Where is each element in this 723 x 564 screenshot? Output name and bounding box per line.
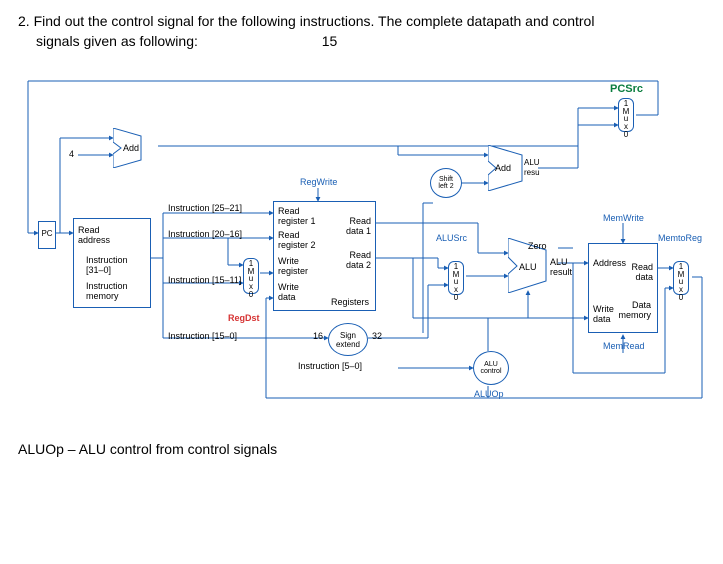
memtoreg-mux: 1 M u x 0 [673, 261, 689, 295]
read-data-mem-label: Read data [631, 262, 653, 282]
svg-text:ALU: ALU [519, 262, 537, 272]
question-text-2: signals given as following: [36, 32, 198, 52]
rd2-label: Read data 2 [346, 250, 371, 270]
instr-mem-label: Instruction memory [86, 281, 128, 301]
instruction-out-label: Instruction [31–0] [86, 255, 128, 275]
pc-register: PC [38, 221, 56, 249]
mux-0-c: 0 [679, 293, 683, 302]
mux-0-b: 0 [454, 293, 458, 302]
instruction-memory: Read address Instruction [31–0] Instruct… [73, 218, 151, 308]
svg-text:result: result [524, 168, 540, 177]
thirtytwo-label: 32 [372, 331, 382, 341]
memwrite-label: MemWrite [603, 213, 644, 223]
four-label: 4 [69, 149, 74, 159]
data-memory: Address Read data Write data Data memory [588, 243, 658, 333]
regwrite-label: RegWrite [300, 177, 337, 187]
i15-0-label: Instruction [15–0] [168, 331, 237, 341]
mux-label-b: M u x [453, 271, 460, 293]
register-file: Read register 1 Read register 2 Write re… [273, 201, 376, 311]
regdst-mux: 1 M u x 0 [243, 258, 259, 294]
i25-21-label: Instruction [25–21] [168, 203, 242, 213]
mux-label-c: M u x [678, 271, 685, 293]
shift-left-2: Shift left 2 [430, 168, 462, 198]
zero-label: Zero [528, 241, 547, 251]
mux-label-d: M u x [623, 108, 630, 130]
branch-adder: Add ALU result [488, 145, 540, 191]
data-mem-label: Data memory [618, 300, 651, 320]
question-text-1: Find out the control signal for the foll… [34, 13, 595, 29]
pcsrc-label: PCSrc [610, 83, 643, 95]
aluop-label: ALUOp [474, 389, 504, 399]
mux-label: M u x [248, 268, 255, 290]
svg-text:ALU: ALU [524, 158, 540, 167]
question-block: 2. Find out the control signal for the f… [18, 12, 705, 51]
svg-text:Add: Add [123, 143, 139, 153]
alusrc-label: ALUSrc [436, 233, 467, 243]
mux-0: 0 [249, 290, 253, 299]
wr-label: Write register [278, 256, 308, 276]
wd-label: Write data [278, 282, 299, 302]
registers-label: Registers [331, 297, 369, 307]
regdst-label: RegDst [228, 313, 260, 323]
write-data-mem-label: Write data [593, 304, 614, 324]
rd1-label: Read data 1 [346, 216, 371, 236]
svg-text:Add: Add [495, 163, 511, 173]
pcsrc-mux: 1 M u x 0 [618, 98, 634, 132]
datapath-diagram: PC Read address Instruction [31–0] Instr… [18, 73, 708, 413]
footer-note: ALUOp – ALU control from control signals [18, 441, 705, 457]
mux-0-d: 0 [624, 130, 628, 139]
alu-control: ALU control [473, 351, 509, 385]
question-number: 2. [18, 13, 30, 29]
rr2-label: Read register 2 [278, 230, 316, 250]
sixteen-label: 16 [313, 331, 323, 341]
i5-0-label: Instruction [5–0] [298, 361, 362, 371]
question-points: 15 [322, 32, 338, 52]
rr1-label: Read register 1 [278, 206, 316, 226]
address-label: Address [593, 258, 626, 268]
memread-label: MemRead [603, 341, 645, 351]
sign-extend: Sign extend [328, 323, 368, 356]
alusrc-mux: 1 M u x 0 [448, 261, 464, 295]
i15-11-label: Instruction [15–11] [168, 275, 241, 285]
read-address-label: Read address [78, 225, 110, 245]
add-pc4: Add [113, 128, 158, 168]
memtoreg-label: MemtoReg [658, 233, 702, 243]
i20-16-label: Instruction [20–16] [168, 229, 242, 239]
alu-result-label: ALU result [550, 257, 572, 277]
